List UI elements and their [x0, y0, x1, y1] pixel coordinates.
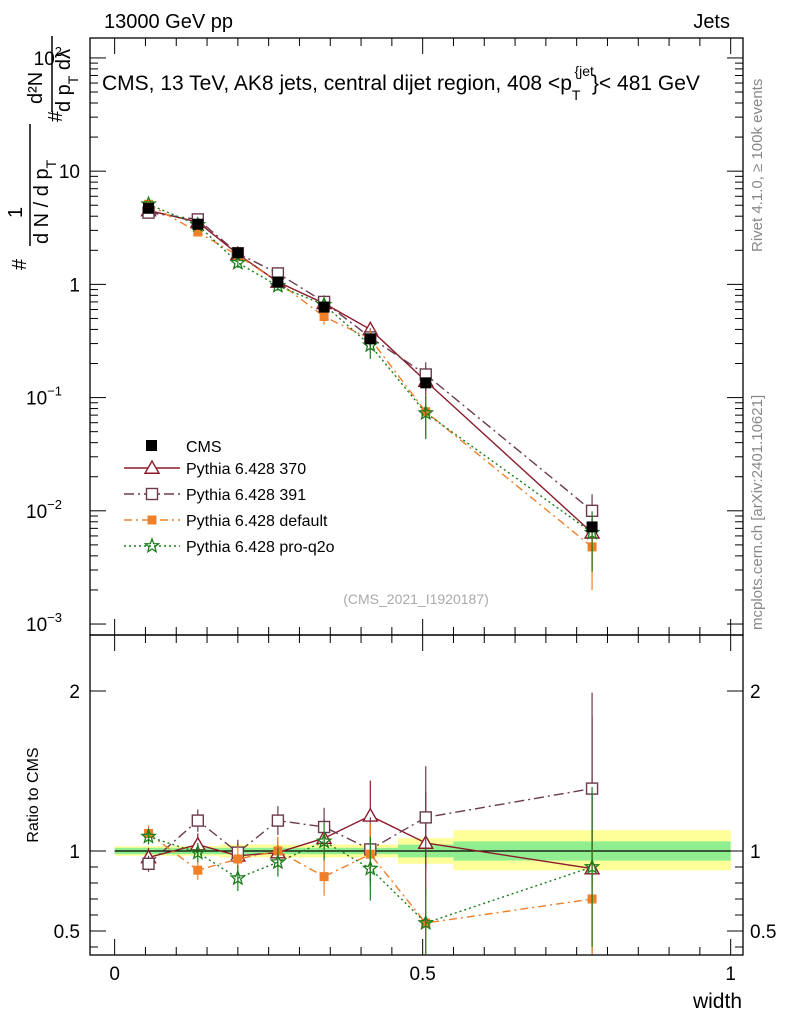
- ratio-point-pythia-6-428-391: [271, 814, 285, 827]
- legend-marker-pythia-6-428-370: [143, 459, 161, 474]
- point-cms: [272, 276, 284, 288]
- ratio-point-pythia-6-428-default: [193, 865, 203, 875]
- ratio-point-pythia-6-428-pro-q2o: [269, 853, 287, 870]
- ratio-point-pythia-6-428-pro-q2o: [361, 859, 379, 876]
- svg-text:#: #: [9, 258, 31, 270]
- ratio-point-pythia-6-428-default: [319, 872, 329, 882]
- point-cms: [586, 521, 598, 533]
- point-pythia-6-428-default: [319, 312, 329, 322]
- category-label: Jets: [693, 11, 730, 33]
- ratio-uncertainty-bands: [114, 830, 731, 871]
- legend-label-pythia-6-428-391: Pythia 6.428 391: [186, 487, 306, 504]
- ratio-point-pythia-6-428-pro-q2o: [417, 914, 435, 931]
- ratio-point-pythia-6-428-default: [233, 854, 243, 864]
- ratio-point-pythia-6-428-pro-q2o: [315, 832, 333, 849]
- point-cms: [192, 218, 204, 230]
- point-cms: [420, 377, 432, 389]
- point-pythia-6-428-pro-q2o: [229, 253, 247, 270]
- y-tick-label: 10−1: [26, 384, 62, 410]
- svg-text:#: #: [45, 110, 67, 122]
- y-tick-label: 10: [59, 162, 80, 183]
- point-cms: [143, 202, 155, 214]
- ratio-y-tick-label-right: 0.5: [750, 922, 776, 943]
- point-cms: [232, 247, 244, 259]
- ratio-series-layer: [140, 692, 601, 955]
- point-pythia-6-428-default: [193, 227, 203, 237]
- legend-marker-pythia-6-428-pro-q2o: [143, 537, 161, 554]
- ratio-point-pythia-6-428-391: [142, 857, 155, 870]
- point-cms: [318, 301, 330, 313]
- svg-text:d N / d pT: d N / d pT: [31, 159, 59, 244]
- x-axis-label: width: [692, 990, 742, 1013]
- ratio-y-tick-label: 0.5: [54, 922, 80, 943]
- legend-label-pythia-6-428-pro-q2o: Pythia 6.428 pro-q2o: [186, 539, 335, 556]
- legend-marker-pythia-6-428-391: [145, 487, 159, 501]
- point-pythia-6-428-pro-q2o: [417, 404, 435, 421]
- ratio-y-tick-label-right: 2: [750, 682, 761, 703]
- point-cms: [364, 333, 376, 345]
- energy-label: 13000 GeV pp: [104, 11, 233, 33]
- main-ylabel: # 1 d N / d pT # d²N d pT dλ: [5, 36, 81, 270]
- main-axis-ticks: 10−3 10−2 10−1 1 10 102: [26, 38, 743, 636]
- ratio-point-pythia-6-428-pro-q2o: [229, 869, 247, 886]
- y-tick-label: 10−2: [26, 497, 62, 523]
- ratio-line-pythia-6-428-370: [148, 815, 593, 870]
- line-pythia-6-428-391: [148, 211, 593, 512]
- y-tick-label: 1: [69, 275, 80, 296]
- analysis-watermark: (CMS_2021_I1920187): [343, 591, 489, 607]
- ratio-ylabel: Ratio to CMS: [25, 747, 42, 842]
- ratio-line-pythia-6-428-391: [148, 787, 593, 865]
- ratio-point-pythia-6-428-pro-q2o: [583, 858, 601, 875]
- legend-label-cms: CMS: [186, 439, 222, 456]
- ratio-point-pythia-6-428-pro-q2o: [189, 843, 207, 860]
- legend-marker-cms: [146, 440, 157, 451]
- rivet-version-label: Rivet 4.1.0, ≥ 100k events: [749, 79, 766, 252]
- y-tick-label: 102: [34, 44, 62, 70]
- svg-text:d²N: d²N: [25, 72, 47, 104]
- main-series-layer: [140, 195, 601, 590]
- ratio-point-pythia-6-428-pro-q2o: [140, 827, 157, 844]
- ratio-y-tick-label-right: 1: [750, 842, 761, 863]
- legend-marker-pythia-6-428-default: [147, 515, 157, 525]
- line-pythia-6-428-pro-q2o: [148, 203, 593, 534]
- ratio-line-pythia-6-428-pro-q2o: [148, 835, 593, 924]
- svg-text:d pT dλ: d pT dλ: [53, 49, 81, 112]
- y-tick-label: 10−3: [26, 610, 62, 636]
- ratio-y-tick-label: 1: [69, 842, 80, 863]
- x-tick-label: 0: [109, 964, 120, 985]
- mcplots-label: mcplots.cern.ch [arXiv:2401.10621]: [749, 395, 766, 630]
- ratio-plot-frame: [89, 634, 744, 956]
- plot-title: CMS, 13 TeV, AK8 jets, central dijet reg…: [102, 63, 700, 103]
- line-pythia-6-428-default: [148, 203, 593, 548]
- x-tick-labels: 0 0.5 1: [109, 964, 736, 985]
- legend: CMS Pythia 6.428 370 Pythia 6.428 391 Pyth…: [124, 439, 335, 556]
- x-tick-label: 0.5: [409, 964, 435, 985]
- ratio-point-pythia-6-428-391: [419, 811, 432, 824]
- svg-text:1: 1: [5, 207, 27, 218]
- legend-label-pythia-6-428-default: Pythia 6.428 default: [186, 513, 328, 530]
- ratio-axis-ticks: 0.5 0.5 1 1 2 2: [54, 635, 776, 955]
- ratio-point-pythia-6-428-391: [191, 814, 205, 827]
- ratio-y-tick-label: 2: [69, 682, 80, 703]
- legend-label-pythia-6-428-370: Pythia 6.428 370: [186, 461, 306, 478]
- x-tick-label: 1: [725, 964, 736, 985]
